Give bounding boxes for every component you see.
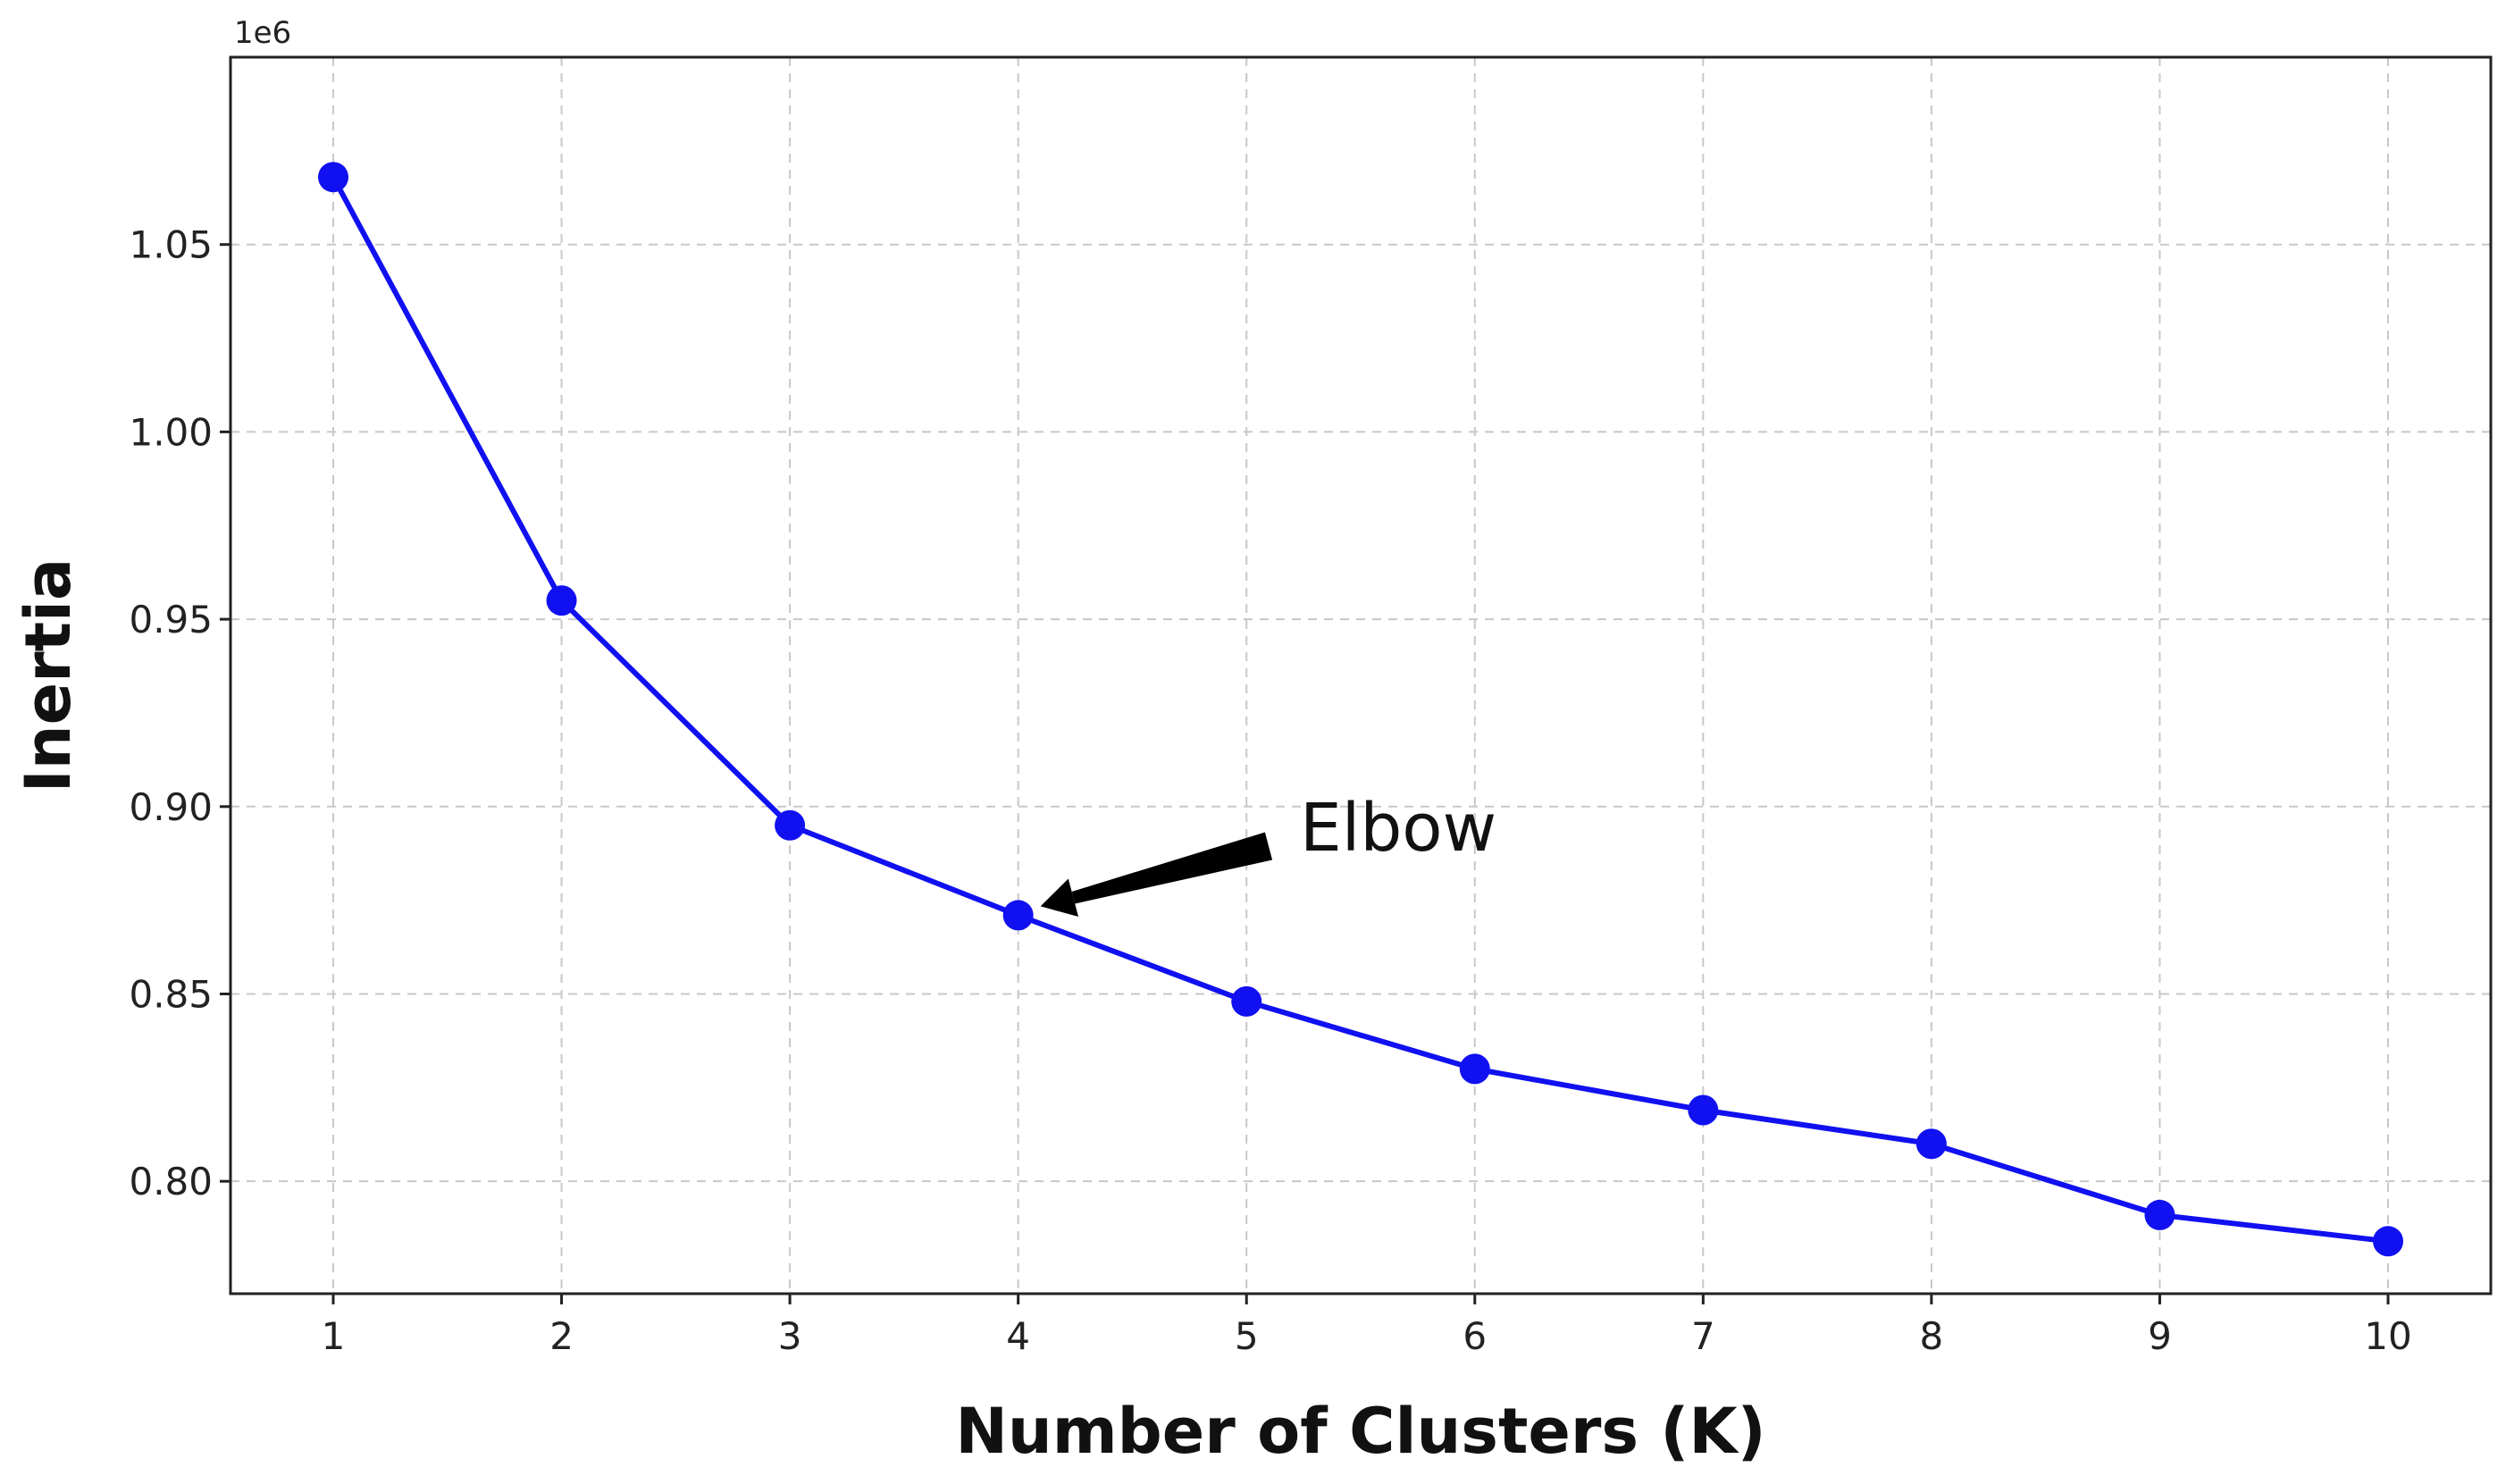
x-tick-label: 4 [1006,1314,1030,1358]
x-tick-label: 6 [1463,1314,1487,1358]
data-point [1915,1128,1947,1160]
x-tick-label: 8 [1920,1314,1944,1358]
data-point [318,162,348,193]
y-tick-label: 0.95 [129,598,213,641]
data-point [1002,900,1034,931]
annotation-arrow-head [1040,878,1079,917]
y-tick-label: 1.05 [129,223,213,267]
series-line [331,175,2389,1245]
grid-lines [230,57,2491,1294]
data-point [1459,1053,1490,1085]
y-axis-title: Inertia [12,558,85,793]
x-tick-label: 3 [778,1314,802,1358]
series-layer [318,162,2403,1257]
x-axis-title: Number of Clusters (K) [955,1395,1765,1468]
x-ticks: 1 2 3 4 5 6 7 8 9 10 [322,1294,2412,1358]
x-tick-label: 2 [549,1314,574,1358]
x-tick-label: 5 [1235,1314,1259,1358]
y-ticks: 0.80 0.85 0.90 0.95 1.00 1.05 [129,223,230,1203]
y-offset-label: 1e6 [234,15,291,51]
data-point [1688,1094,1719,1126]
annotation-layer: Elbow [1040,790,1496,917]
annotation-arrow-shaft [1071,832,1273,904]
y-tick-label: 0.90 [129,785,213,829]
x-tick-label: 1 [322,1314,346,1358]
plot-area-frame [229,55,2493,1295]
x-tick-label: 7 [1691,1314,1715,1358]
data-point [546,585,577,616]
y-tick-label: 0.85 [129,972,213,1016]
x-tick-label: 9 [2148,1314,2172,1358]
data-point [775,809,806,841]
data-point [2373,1226,2403,1257]
data-point [1231,985,1262,1017]
annotation-label: Elbow [1300,790,1496,867]
x-tick-label: 10 [2364,1314,2411,1358]
y-tick-label: 1.00 [129,410,213,454]
y-tick-label: 0.80 [129,1160,213,1203]
data-point [2144,1199,2175,1230]
